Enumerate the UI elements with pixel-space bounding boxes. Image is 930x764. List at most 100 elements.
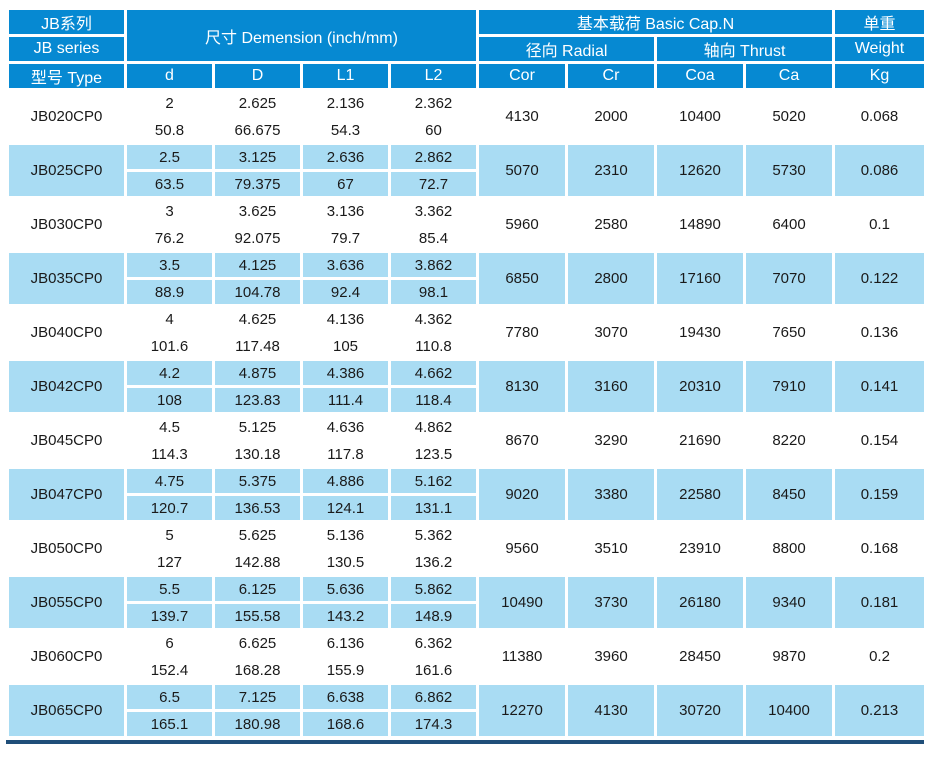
dim-inch-cell-D: 7.125 (212, 682, 303, 712)
dim-mm-cell-L2: 161.6 (388, 655, 479, 685)
dim-mm-cell-D: 117.48 (212, 331, 303, 361)
dim-inch-cell-L1: 4.386 (300, 358, 391, 388)
dim-mm-cell-D: 123.83 (212, 385, 303, 415)
table-row-inch: JB040CP0 4 4.625 4.136 4.362 7780 3070 19430 765… (6, 304, 927, 361)
dim-inch-cell-D: 6.625 (212, 628, 303, 658)
model-cell: JB020CP0 (6, 88, 127, 145)
dim-inch-cell-L2: 5.362 (388, 520, 479, 550)
header-col-L2: L2 (388, 61, 479, 91)
dim-mm-cell-L1: 130.5 (300, 547, 391, 577)
dim-inch-cell-L2: 4.862 (388, 412, 479, 442)
dim-mm-cell-d: 139.7 (124, 601, 215, 631)
dim-inch-cell-L1: 5.636 (300, 574, 391, 604)
dim-mm-cell-D: 136.53 (212, 493, 303, 523)
header-col-L1: L1 (300, 61, 391, 91)
dim-mm-cell-L1: 117.8 (300, 439, 391, 469)
dim-mm-cell-d: 76.2 (124, 223, 215, 253)
load-cell-Cor: 8130 (476, 358, 568, 415)
dim-inch-cell-L2: 3.362 (388, 196, 479, 226)
model-cell: JB040CP0 (6, 304, 127, 361)
load-cell-Coa: 10400 (654, 88, 746, 145)
table-row-mm: 88.9 104.78 92.4 98.1 (8, 277, 926, 307)
header-series-zh: JB系列 (6, 7, 127, 37)
dim-inch-cell-d: 6.5 (124, 682, 215, 712)
dim-mm-cell-L2: 110.8 (388, 331, 479, 361)
load-cell-Ca: 8220 (743, 412, 835, 469)
header-col-D: D (212, 61, 303, 91)
load-cell-Cr: 3960 (565, 628, 657, 685)
load-cell-Coa: 14890 (654, 196, 746, 253)
load-cell-Ca: 5020 (743, 88, 835, 145)
dim-inch-cell-d: 4.75 (124, 466, 215, 496)
dim-mm-cell-d: 108 (124, 385, 215, 415)
table-row-mm: 120.7 136.53 124.1 131.1 (8, 493, 926, 523)
load-cell-Coa: 17160 (654, 250, 746, 307)
model-cell: JB035CP0 (6, 250, 127, 307)
header-weight-zh: 单重 (832, 7, 927, 37)
dim-inch-cell-D: 3.125 (212, 142, 303, 172)
load-cell-Cor: 6850 (476, 250, 568, 307)
dim-inch-cell-L1: 2.636 (300, 142, 391, 172)
dim-inch-cell-d: 2.5 (124, 142, 215, 172)
header-col-Cr: Cr (565, 61, 657, 91)
table-row-inch: JB060CP0 6 6.625 6.136 6.362 11380 3960 28450 98… (6, 628, 927, 685)
dim-inch-cell-L2: 3.862 (388, 250, 479, 280)
header-col-kg: Kg (832, 61, 927, 91)
dim-inch-cell-D: 4.875 (212, 358, 303, 388)
load-cell-Coa: 19430 (654, 304, 746, 361)
dim-inch-cell-d: 4 (124, 304, 215, 334)
dim-mm-cell-d: 101.6 (124, 331, 215, 361)
dim-mm-cell-L1: 92.4 (300, 277, 391, 307)
dim-mm-cell-D: 168.28 (212, 655, 303, 685)
header-type: 型号 Type (6, 61, 127, 91)
dim-mm-cell-d: 120.7 (124, 493, 215, 523)
table-row-mm: 101.6 117.48 105 110.8 (8, 331, 926, 361)
table-bottom-rule (6, 740, 924, 744)
dim-mm-cell-L1: 168.6 (300, 709, 391, 739)
dim-mm-cell-L2: 131.1 (388, 493, 479, 523)
weight-cell: 0.068 (832, 88, 927, 145)
table-row-mm: 76.2 92.075 79.7 85.4 (8, 223, 926, 253)
header-weight-en: Weight (832, 34, 927, 64)
dim-mm-cell-D: 66.675 (212, 115, 303, 145)
dim-mm-cell-d: 127 (124, 547, 215, 577)
dim-mm-cell-D: 79.375 (212, 169, 303, 199)
dim-inch-cell-L2: 6.362 (388, 628, 479, 658)
dim-mm-cell-D: 92.075 (212, 223, 303, 253)
header-col-d: d (124, 61, 215, 91)
load-cell-Cr: 2310 (565, 142, 657, 199)
model-cell: JB065CP0 (6, 682, 127, 739)
dim-mm-cell-L2: 174.3 (388, 709, 479, 739)
dim-inch-cell-D: 4.125 (212, 250, 303, 280)
dim-mm-cell-L1: 79.7 (300, 223, 391, 253)
dim-mm-cell-L2: 72.7 (388, 169, 479, 199)
load-cell-Coa: 21690 (654, 412, 746, 469)
load-cell-Ca: 6400 (743, 196, 835, 253)
load-cell-Coa: 20310 (654, 358, 746, 415)
load-cell-Coa: 30720 (654, 682, 746, 739)
table-row-inch: JB030CP0 3 3.625 3.136 3.362 5960 2580 14890 640… (6, 196, 927, 253)
dim-mm-cell-d: 165.1 (124, 709, 215, 739)
model-cell: JB060CP0 (6, 628, 127, 685)
header-col-Cor: Cor (476, 61, 568, 91)
header-col-Ca: Ca (743, 61, 835, 91)
model-cell: JB042CP0 (6, 358, 127, 415)
dim-mm-cell-d: 114.3 (124, 439, 215, 469)
table-row-mm: 114.3 130.18 117.8 123.5 (8, 439, 926, 469)
weight-cell: 0.159 (832, 466, 927, 523)
dim-mm-cell-D: 104.78 (212, 277, 303, 307)
table-row-mm: 165.1 180.98 168.6 174.3 (8, 709, 926, 739)
weight-cell: 0.1 (832, 196, 927, 253)
dim-inch-cell-d: 5 (124, 520, 215, 550)
load-cell-Cr: 3730 (565, 574, 657, 631)
load-cell-Coa: 12620 (654, 142, 746, 199)
model-cell: JB025CP0 (6, 142, 127, 199)
header-col-Coa: Coa (654, 61, 746, 91)
weight-cell: 0.2 (832, 628, 927, 685)
dim-inch-cell-L1: 4.886 (300, 466, 391, 496)
table-row-mm: 127 142.88 130.5 136.2 (8, 547, 926, 577)
load-cell-Cor: 5960 (476, 196, 568, 253)
load-cell-Ca: 7910 (743, 358, 835, 415)
page: JB系列 尺寸 Demension (inch/mm) 基本载荷 Basic C… (6, 7, 927, 744)
weight-cell: 0.213 (832, 682, 927, 739)
